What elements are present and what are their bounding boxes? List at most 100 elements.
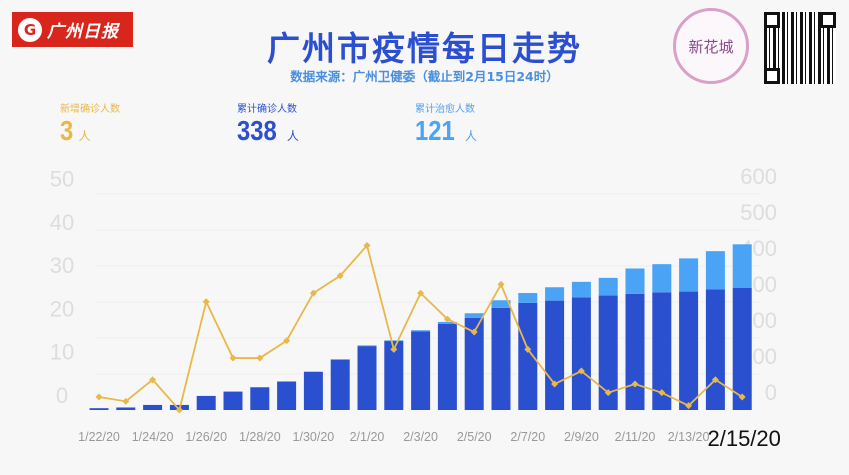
bar-confirmed: [437, 323, 457, 410]
bar-cured: [357, 345, 377, 347]
bar-confirmed: [518, 302, 538, 410]
bar-confirmed: [732, 287, 752, 410]
x-axis-tick: 2/7/20: [510, 430, 545, 444]
bar-cured: [625, 268, 645, 294]
new-cases-point: [149, 376, 157, 384]
x-axis-tick: 2/13/20: [668, 430, 710, 444]
bar-confirmed: [491, 307, 511, 410]
x-axis-tick: 2/5/20: [457, 430, 492, 444]
left-axis-tick: 40: [50, 210, 74, 235]
stat-label: 新增确诊人数: [60, 104, 120, 115]
new-cases-point: [202, 298, 210, 306]
stat-label: 累计治愈人数: [415, 104, 475, 115]
x-axis-tick: 2/1/20: [350, 430, 385, 444]
new-cases-point: [229, 354, 237, 362]
bar-cured: [571, 281, 591, 298]
stat-unit: 人: [286, 129, 299, 143]
bar-cured: [679, 258, 699, 292]
new-cases-point: [711, 376, 719, 384]
bar-cured: [437, 321, 457, 324]
stat-unit: 人: [78, 129, 91, 143]
new-cases-point: [658, 389, 666, 397]
left-axis-tick: 30: [50, 253, 74, 278]
stat-value: 3: [60, 115, 74, 146]
bar-cured: [464, 313, 484, 318]
new-cases-point: [390, 345, 398, 353]
bar-confirmed: [357, 346, 377, 410]
bar-confirmed: [545, 300, 565, 410]
x-axis-tick: 1/28/20: [239, 430, 281, 444]
new-cases-point: [309, 289, 317, 297]
right-axis-tick: 0: [765, 380, 777, 405]
x-axis-tick: 1/30/20: [293, 430, 335, 444]
bar-cured: [384, 340, 404, 342]
highlight-label-bg: [710, 418, 781, 452]
logo-text: 广州日报: [47, 22, 119, 42]
stat-value: 121: [415, 115, 455, 146]
new-cases-point: [631, 380, 639, 388]
bar-cured: [732, 244, 752, 288]
bar-confirmed: [384, 341, 404, 410]
brand-logo: 新花城: [673, 8, 749, 84]
bar-confirmed: [411, 331, 431, 410]
right-axis-tick: 600: [740, 164, 777, 189]
bar-confirmed: [464, 317, 484, 410]
left-axis-tick: 0: [56, 383, 68, 408]
x-axis-tick-highlight: 2/15/20: [707, 426, 780, 451]
bar-confirmed: [223, 391, 243, 410]
page-title: 广州市疫情每日走势: [267, 29, 582, 68]
stat-total-cured: 累计治愈人数 121 人: [415, 100, 477, 147]
x-axis-tick: 2/11/20: [615, 430, 656, 444]
qr-corner: [820, 12, 836, 28]
stat-value: 338: [237, 115, 277, 146]
stat-label: 累计确诊人数: [237, 104, 297, 115]
bar-cured: [545, 287, 565, 301]
stat-unit: 人: [464, 129, 477, 143]
new-cases-point: [577, 367, 585, 375]
new-cases-point: [443, 315, 451, 323]
x-axis-tick: 1/24/20: [132, 430, 174, 444]
bar-confirmed: [277, 381, 297, 410]
bar-confirmed: [705, 289, 725, 410]
bar-cured: [705, 251, 725, 290]
bar-cured: [652, 264, 672, 293]
guangzhou-daily-logo: G 广州日报: [12, 12, 133, 47]
new-cases-point: [95, 393, 103, 401]
qr-corner: [764, 68, 780, 84]
stat-total-confirmed: 累计确诊人数 338 人: [237, 100, 299, 147]
new-cases-point: [417, 289, 425, 297]
new-cases-point: [497, 280, 505, 288]
x-axis-tick: 1/22/20: [78, 430, 120, 444]
bar-confirmed: [598, 295, 618, 410]
right-axis-tick: 500: [740, 200, 777, 225]
bar-confirmed: [330, 359, 350, 410]
stat-new-confirmed: 新增确诊人数 3 人: [60, 100, 120, 147]
new-cases-point: [122, 397, 130, 405]
x-axis-tick: 2/9/20: [564, 430, 599, 444]
bar-cured: [598, 277, 618, 296]
bar-cured: [330, 359, 350, 360]
new-cases-point: [551, 380, 559, 388]
qr-code: [764, 12, 836, 84]
bar-cured: [491, 300, 511, 308]
x-axis-tick: 2/3/20: [403, 430, 438, 444]
new-cases-point: [175, 406, 183, 414]
bar-confirmed: [679, 291, 699, 410]
bar-confirmed: [89, 408, 109, 410]
bar-cured: [411, 330, 431, 332]
new-cases-point: [738, 393, 746, 401]
bar-confirmed: [625, 293, 645, 410]
bar-confirmed: [303, 371, 323, 410]
new-cases-point: [283, 337, 291, 345]
new-cases-point: [336, 272, 344, 280]
new-cases-point: [685, 402, 693, 410]
page-subtitle: 数据来源：广州卫健委（截止到2月15日24时）: [290, 69, 559, 84]
bar-confirmed: [116, 407, 136, 410]
bar-confirmed: [571, 297, 591, 410]
bar-confirmed: [143, 404, 163, 410]
bar-confirmed: [250, 387, 270, 410]
bar-confirmed: [196, 395, 216, 410]
left-axis-tick: 20: [50, 296, 74, 321]
